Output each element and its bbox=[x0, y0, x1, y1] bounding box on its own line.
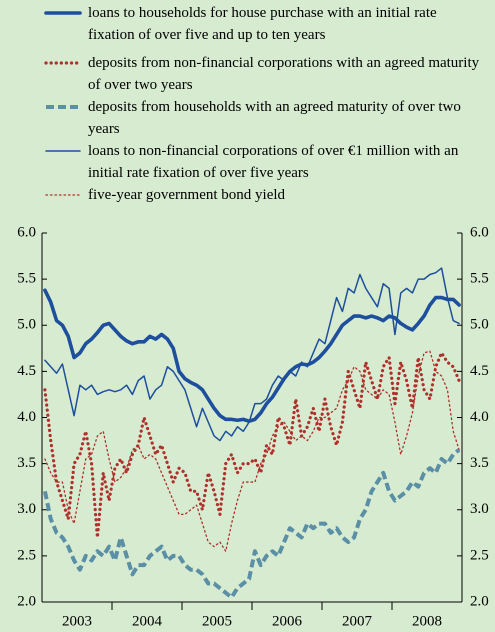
legend-swatch bbox=[46, 105, 80, 109]
y-tick-label: 5.5 bbox=[17, 271, 36, 287]
series-line bbox=[43, 351, 461, 540]
x-tick-label: 2003 bbox=[62, 613, 92, 629]
legend-label: loans to households for house purchase w… bbox=[88, 5, 437, 43]
legend-swatch bbox=[44, 11, 82, 15]
legend-entry: five-year government bond yield bbox=[44, 184, 484, 206]
y-tick-label: 6.0 bbox=[17, 224, 36, 240]
legend-entry: loans to households for house purchase w… bbox=[44, 2, 484, 46]
y-tick-label: 3.5 bbox=[17, 455, 36, 471]
y2-tick-label: 4.5 bbox=[470, 363, 489, 379]
y-tick-label: 5.0 bbox=[17, 317, 36, 333]
y2-tick-label: 2.5 bbox=[470, 547, 489, 563]
legend-entry: deposits from households with an agreed … bbox=[44, 96, 484, 140]
legend-label: five-year government bond yield bbox=[88, 187, 286, 203]
x-tick-label: 2007 bbox=[342, 613, 373, 629]
legend-entry: loans to non-financial corporations of o… bbox=[44, 140, 484, 184]
legend-swatch bbox=[45, 194, 81, 196]
legend-label: deposits from non-financial corporations… bbox=[88, 55, 480, 93]
x-tick-label: 2008 bbox=[412, 613, 442, 629]
legend-swatch bbox=[45, 150, 81, 152]
series-line bbox=[43, 288, 461, 423]
x-tick-label: 2006 bbox=[272, 613, 303, 629]
y-tick-label: 3.0 bbox=[17, 501, 36, 517]
series-line bbox=[42, 448, 461, 600]
y-tick-label: 4.0 bbox=[17, 409, 36, 425]
y-tick-label: 4.5 bbox=[17, 363, 36, 379]
y-tick-label: 2.0 bbox=[17, 593, 36, 609]
series-line bbox=[44, 350, 460, 552]
y2-tick-label: 4.0 bbox=[470, 409, 489, 425]
legend-label: deposits from households with an agreed … bbox=[88, 99, 461, 137]
x-tick-label: 2005 bbox=[202, 613, 232, 629]
x-tick-label: 2004 bbox=[132, 613, 163, 629]
legend-entry: deposits from non-financial corporations… bbox=[44, 52, 484, 96]
legend-label: loans to non-financial corporations of o… bbox=[88, 143, 459, 181]
series-line bbox=[44, 267, 460, 442]
y2-tick-label: 6.0 bbox=[470, 224, 489, 240]
y2-tick-label: 2.0 bbox=[470, 593, 489, 609]
y2-tick-label: 3.0 bbox=[470, 501, 489, 517]
y2-tick-label: 3.5 bbox=[470, 455, 489, 471]
y2-tick-label: 5.0 bbox=[470, 317, 489, 333]
y2-tick-label: 5.5 bbox=[470, 271, 489, 287]
y-tick-label: 2.5 bbox=[17, 547, 36, 563]
legend-swatch bbox=[44, 61, 82, 65]
